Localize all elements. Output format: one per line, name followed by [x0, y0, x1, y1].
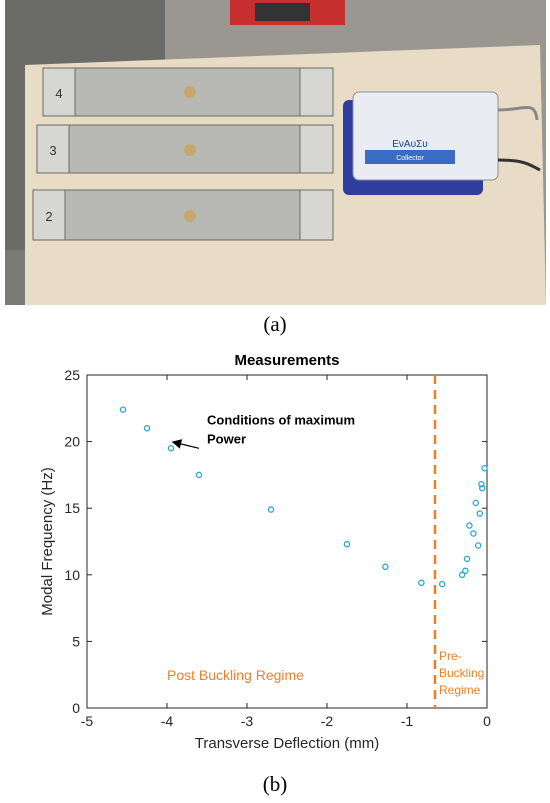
data-point [418, 579, 425, 587]
data-point [472, 499, 480, 507]
experimental-setup-photo: 4 3 2 ΕνΑυΣυ Collector [5, 0, 546, 305]
annotation-line: Power [207, 431, 246, 446]
x-tick-label: -3 [241, 713, 254, 729]
x-axis-label: Transverse Deflection (mm) [195, 735, 379, 752]
panel-number-3: 3 [49, 143, 56, 158]
beam-panel-4 [42, 67, 334, 117]
data-point [167, 445, 175, 452]
annotation-line: Post Buckling Regime [167, 667, 304, 683]
caption-b: (b) [262, 772, 288, 796]
annotation-post-buckling: Post Buckling Regime [167, 667, 304, 683]
data-point [195, 471, 203, 479]
scatter-chart: Measurements -5 -4 -3 -2 -1 0 0 5 10 15 20 25 Cond… [39, 352, 491, 752]
y-tick-label: 15 [64, 500, 80, 516]
data-point [458, 571, 466, 579]
panel-number-2: 2 [45, 209, 52, 224]
caption-a: (a) [263, 312, 287, 336]
data-point [470, 530, 477, 537]
data-point [476, 510, 484, 517]
chart-title: Measurements [234, 352, 339, 369]
beam-panel-2 [32, 189, 334, 241]
annotation-line: Conditions of maximum [207, 412, 355, 427]
data-point [462, 567, 469, 575]
data-point [481, 464, 488, 472]
data-collector-box: ΕνΑυΣυ Collector [343, 91, 499, 195]
data-point [478, 484, 486, 492]
annotation-arrow [171, 439, 200, 449]
y-tick-label: 0 [72, 700, 80, 716]
x-tick-label: -2 [321, 713, 334, 729]
beam-panel-3 [36, 124, 334, 174]
data-point [119, 406, 127, 413]
annotation-pre-buckling: Pre- Buckling Regime [439, 649, 484, 697]
annotation-max-power: Conditions of maximum Power [207, 412, 355, 446]
annotation-line: Regime [439, 683, 481, 697]
data-point [382, 563, 389, 571]
data-point [478, 480, 485, 488]
x-tick-label: -4 [161, 713, 174, 729]
y-tick-label: 20 [64, 434, 80, 450]
data-point [343, 540, 351, 548]
data-point [474, 542, 482, 549]
data-point [466, 522, 473, 529]
y-axis-label: Modal Frequency (Hz) [39, 467, 56, 615]
x-tick-label: -1 [401, 713, 414, 729]
annotation-line: Pre- [439, 649, 462, 663]
y-tick-label: 10 [64, 567, 80, 583]
x-tick-label: -5 [81, 713, 94, 729]
panel-number-4: 4 [55, 86, 62, 101]
collector-sub-label: Collector [396, 155, 424, 162]
plot-area [86, 374, 488, 709]
data-point [438, 580, 446, 588]
y-tick-label: 25 [64, 367, 80, 383]
data-point [463, 555, 471, 563]
y-tick-label: 5 [72, 633, 80, 649]
data-point [143, 425, 151, 432]
data-point [267, 506, 275, 513]
collector-brand-label: ΕνΑυΣυ [392, 139, 427, 150]
annotation-line: Buckling [439, 666, 484, 680]
x-tick-label: 0 [483, 713, 491, 729]
